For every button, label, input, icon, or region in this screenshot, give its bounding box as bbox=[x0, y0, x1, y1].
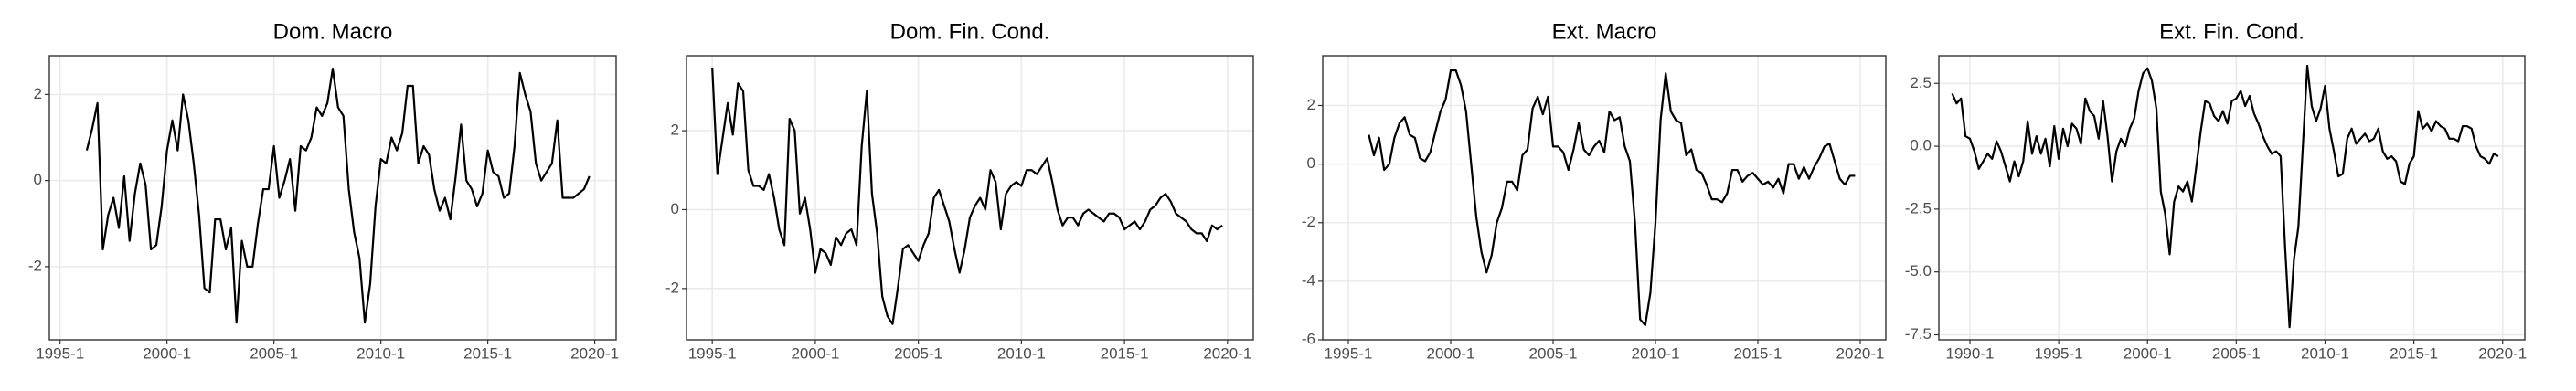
x-tick-label: 2020-1 bbox=[1836, 344, 1885, 362]
x-tick-label: 2010-1 bbox=[1632, 344, 1680, 362]
panel-title: Dom. Fin. Cond. bbox=[890, 19, 1050, 44]
x-tick-label: 2015-1 bbox=[1734, 344, 1783, 362]
data-line bbox=[85, 68, 591, 324]
x-tick-label: 2000-1 bbox=[143, 344, 191, 362]
x-tick-label: 2010-1 bbox=[997, 344, 1046, 362]
data-line bbox=[711, 67, 1223, 325]
y-tick-label: 0 bbox=[34, 171, 42, 188]
data-line bbox=[1368, 69, 1856, 327]
x-tick-label: 1995-1 bbox=[2035, 344, 2083, 362]
x-tick-label: 1995-1 bbox=[688, 344, 737, 362]
panel: Dom. Macro -2 0 2 1995-1 2000-1 2005-1 2010-1 20… bbox=[28, 19, 619, 362]
x-tick-label: 1990-1 bbox=[1946, 344, 1995, 362]
panel-border bbox=[48, 55, 617, 341]
plot-background bbox=[49, 56, 616, 340]
x-tick-label: 1995-1 bbox=[36, 344, 84, 362]
x-tick-label: 2010-1 bbox=[357, 344, 405, 362]
x-tick-label: 2005-1 bbox=[250, 344, 298, 362]
data-line bbox=[1951, 64, 2499, 329]
y-tick-label: 2 bbox=[671, 122, 679, 139]
y-tick-label: -2 bbox=[28, 257, 42, 274]
plot-background bbox=[687, 56, 1253, 340]
y-tick-label: 2 bbox=[1307, 96, 1315, 113]
x-tick-label: 2020-1 bbox=[2478, 344, 2527, 362]
y-tick-label: -6 bbox=[1302, 330, 1315, 347]
plot-background bbox=[1939, 56, 2525, 340]
x-tick-label: 1995-1 bbox=[1325, 344, 1373, 362]
y-tick-label: -2 bbox=[1302, 213, 1315, 230]
panel-border bbox=[1322, 55, 1887, 341]
x-tick-label: 2000-1 bbox=[2124, 344, 2172, 362]
plot-background bbox=[1323, 56, 1886, 340]
y-tick-label: -4 bbox=[1302, 271, 1315, 289]
x-tick-label: 2015-1 bbox=[2390, 344, 2438, 362]
y-tick-label: -5.0 bbox=[1905, 262, 1932, 280]
x-tick-label: 2020-1 bbox=[1203, 344, 1251, 362]
panel: Ext. Macro -6 -4 -2 0 2 1995-1 2000-1 2005-1 2010… bbox=[1302, 19, 1887, 362]
panel: Dom. Fin. Cond. -2 0 2 1995-1 2000-1 2005-1 201… bbox=[665, 19, 1254, 362]
y-tick-label: 2 bbox=[34, 85, 42, 102]
panel-border bbox=[686, 55, 1254, 341]
panel: Ext. Fin. Cond. -7.5 -5.0 -2.5 0.0 2.5 1990-1 1… bbox=[1905, 19, 2527, 362]
y-tick-label: 0 bbox=[1307, 154, 1315, 172]
x-tick-label: 2005-1 bbox=[2212, 344, 2261, 362]
panel-title: Ext. Fin. Cond. bbox=[2159, 19, 2305, 44]
panel-title: Dom. Macro bbox=[273, 19, 393, 44]
x-tick-label: 2005-1 bbox=[894, 344, 942, 362]
panel-title: Ext. Macro bbox=[1552, 19, 1657, 44]
x-tick-label: 2000-1 bbox=[1427, 344, 1475, 362]
y-tick-label: -7.5 bbox=[1905, 325, 1932, 343]
x-tick-label: 2010-1 bbox=[2301, 344, 2349, 362]
x-tick-label: 2000-1 bbox=[791, 344, 839, 362]
y-tick-label: 0 bbox=[671, 200, 679, 217]
x-tick-label: 2015-1 bbox=[463, 344, 512, 362]
y-tick-label: 0.0 bbox=[1910, 137, 1932, 154]
y-tick-label: 2.5 bbox=[1910, 74, 1932, 91]
x-tick-label: 2005-1 bbox=[1529, 344, 1578, 362]
y-tick-label: -2 bbox=[665, 279, 679, 296]
y-tick-label: -2.5 bbox=[1905, 199, 1932, 217]
x-tick-label: 2015-1 bbox=[1101, 344, 1149, 362]
x-tick-label: 2020-1 bbox=[570, 344, 619, 362]
panel-border bbox=[1938, 55, 2526, 341]
